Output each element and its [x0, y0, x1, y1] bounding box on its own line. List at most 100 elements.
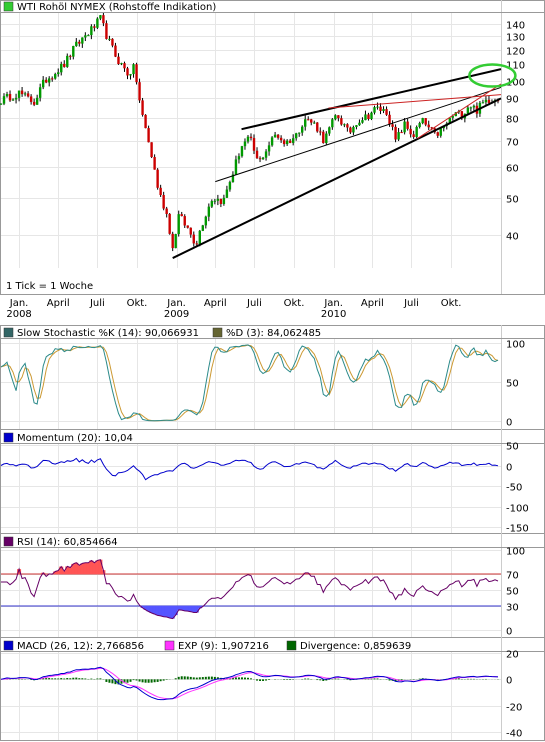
candle-body-91 [273, 134, 277, 138]
candle-body-79 [237, 156, 241, 160]
candle-body-10 [29, 96, 33, 102]
candle-body-8 [23, 93, 27, 95]
candle-body-84 [252, 138, 256, 151]
price-ytick-label-2: 60 [506, 164, 519, 175]
x-tick-label-9: April [361, 298, 384, 309]
candle-body-19 [57, 72, 60, 75]
candle-body-125 [376, 106, 379, 108]
candle-body-112 [337, 115, 340, 119]
candle-body-11 [32, 101, 36, 105]
candle-body-105 [316, 122, 319, 132]
trendline-0 [172, 97, 502, 259]
trendline-4 [417, 83, 502, 139]
rsi-line [1, 559, 499, 620]
stochastic-ytick-label-1: 50 [506, 379, 519, 390]
stochastic-ytick-label-0: 0 [506, 418, 512, 429]
candle-body-133 [400, 132, 403, 134]
candle-body-25 [75, 41, 78, 47]
momentum-legend-label: Momentum (20): 10,04 [17, 433, 133, 444]
candle-body-114 [343, 124, 346, 126]
price-ytick-label-7: 110 [506, 61, 525, 72]
candle-body-96 [288, 140, 292, 143]
candle-body-68 [204, 216, 208, 226]
candle-body-142 [427, 124, 430, 128]
candle-body-3 [8, 93, 12, 101]
candle-body-45 [135, 64, 138, 83]
rsi-ytick-label-1: 70 [506, 571, 519, 582]
rsi-legend-swatch [3, 536, 14, 547]
candle-body-27 [81, 37, 84, 44]
candle-body-92 [276, 134, 280, 138]
candle-body-55 [165, 208, 168, 214]
price-ytick-label-0: 40 [506, 232, 519, 243]
candle-body-90 [270, 137, 274, 146]
candle-body-103 [310, 119, 313, 123]
candle-body-14 [41, 79, 45, 88]
price-ytick-label-3: 70 [506, 138, 519, 149]
rsi-ytick-label-4: 0 [506, 627, 512, 638]
macd-legend-swatch [3, 640, 14, 651]
candle-body-67 [201, 225, 205, 231]
macd-ytick-label-0: 20 [506, 650, 519, 661]
x-tick-label-2: Juli [89, 298, 105, 309]
candle-body-22 [66, 55, 69, 67]
stochastic-ytick-label-2: 100 [506, 340, 525, 351]
candle-body-48 [144, 114, 147, 129]
candle-body-21 [63, 63, 66, 67]
price-ytick-label-4: 80 [506, 115, 519, 126]
price-title: WTI Rohöl NYMEX (Rohstoffe Indikation) [17, 2, 216, 13]
candle-body-28 [84, 35, 87, 38]
candle-body-15 [44, 79, 48, 83]
candle-body-75 [225, 189, 229, 198]
candle-body-131 [394, 126, 397, 140]
candle-body-57 [171, 233, 174, 249]
candle-body-140 [421, 118, 424, 124]
candle-body-23 [69, 55, 72, 57]
candle-body-162 [487, 99, 491, 104]
momentum-ytick-label-3: -100 [506, 504, 529, 515]
candle-body-85 [255, 150, 259, 159]
candle-body-37 [111, 38, 114, 46]
candle-body-104 [313, 122, 316, 124]
x-tick-label-1: April [47, 298, 70, 309]
candle-body-39 [117, 56, 120, 65]
candle-body-6 [17, 90, 21, 98]
x-tick-label-7: Okt. [284, 298, 305, 309]
candle-body-4 [11, 99, 15, 101]
x-tick-year-0: 2008 [6, 309, 31, 320]
candle-body-24 [72, 46, 75, 57]
highlight-ellipse [468, 63, 517, 88]
candle-body-13 [38, 87, 42, 98]
candle-body-146 [439, 128, 442, 136]
x-tick-label-10: Juli [403, 298, 419, 309]
candle-body-41 [123, 63, 126, 69]
macd-panel [0, 637, 545, 741]
candle-body-30 [90, 26, 93, 36]
x-tick-label-0: Jan. [9, 298, 29, 309]
candle-body-88 [264, 151, 268, 158]
candle-body-151 [454, 112, 458, 117]
candle-body-123 [370, 112, 373, 120]
candle-body-155 [466, 107, 470, 114]
stochastic-panel [0, 325, 545, 430]
x-tick-label-11: Okt. [441, 298, 462, 309]
candle-body-9 [26, 93, 30, 97]
x-tick-label-3: Okt. [127, 298, 148, 309]
x-tick-label-8: Jan. [323, 298, 343, 309]
rsi-ytick-label-0: 100 [506, 547, 525, 558]
candle-body-149 [448, 117, 451, 124]
macd-legend-label: MACD (26, 12): 2,766856 [17, 641, 144, 652]
stochastic-k-legend-label: Slow Stochastic %K (14): 90,066931 [17, 328, 199, 339]
candle-body-34 [102, 15, 105, 24]
candle-body-35 [105, 23, 108, 39]
momentum-ytick-label-2: -50 [506, 483, 522, 494]
candle-body-87 [261, 157, 265, 160]
candle-body-99 [297, 132, 301, 134]
candle-body-46 [138, 82, 141, 101]
candle-body-97 [291, 138, 295, 143]
candle-body-54 [162, 195, 165, 209]
candle-body-20 [60, 63, 63, 73]
candle-body-42 [126, 68, 129, 76]
price-ytick-label-5: 90 [506, 95, 519, 106]
candle-body-129 [388, 114, 391, 125]
